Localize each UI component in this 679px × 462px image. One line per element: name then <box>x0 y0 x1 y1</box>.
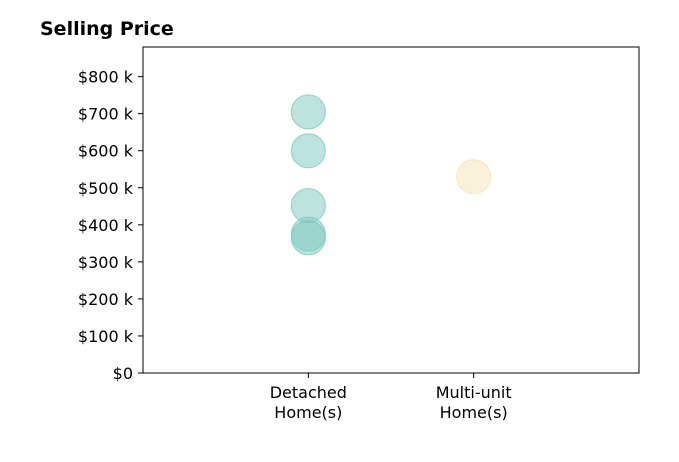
y-tick-label: $100 k <box>78 327 134 346</box>
x-tick-label: Detached Home(s) <box>270 383 347 422</box>
y-tick-label: $400 k <box>78 216 134 235</box>
plot-frame <box>142 46 640 374</box>
chart-title: Selling Price <box>40 18 174 40</box>
x-axis: Detached Home(s) Multi-unit Home(s) <box>270 373 512 422</box>
y-tick-label: $500 k <box>78 179 134 198</box>
data-point <box>456 159 492 195</box>
data-points <box>290 94 492 256</box>
y-axis: $0 $100 k $200 k $300 k $400 k $500 k $600 k $7… <box>78 68 143 383</box>
data-point <box>290 94 326 130</box>
data-point <box>290 220 326 256</box>
y-tick-label: $0 <box>113 364 133 383</box>
y-tick-label: $700 k <box>78 105 134 124</box>
y-tick-label: $300 k <box>78 253 134 272</box>
y-tick-label: $200 k <box>78 290 134 309</box>
data-point <box>290 133 326 169</box>
y-tick-label: $600 k <box>78 142 134 161</box>
y-tick-label: $800 k <box>78 68 134 87</box>
x-tick-label: Multi-unit Home(s) <box>436 383 512 422</box>
